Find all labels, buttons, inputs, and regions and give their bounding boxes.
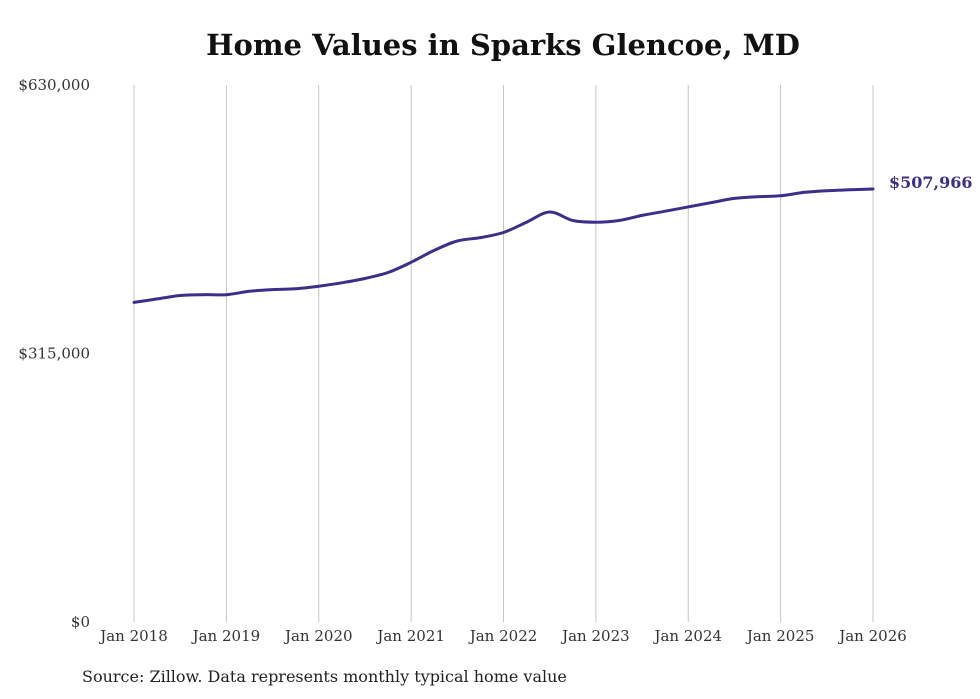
x-tick-label: Jan 2024 [652, 627, 722, 645]
x-axis-ticks: Jan 2018 Jan 2019 Jan 2020 Jan 2021 Jan 2022… [98, 627, 907, 645]
source-note: Source: Zillow. Data represents monthly … [82, 667, 567, 686]
x-tick-label: Jan 2022 [468, 627, 538, 645]
x-tick-label: Jan 2020 [283, 627, 353, 645]
vertical-gridlines [133, 85, 874, 622]
x-tick-label: Jan 2018 [98, 627, 168, 645]
x-tick-label: Jan 2021 [375, 627, 445, 645]
latest-value-label: $507,966 [889, 173, 973, 192]
y-axis-ticks: $0 $315,000 $630,000 [18, 76, 90, 631]
x-tick-label: Jan 2026 [837, 627, 907, 645]
home-value-line [132, 187, 875, 304]
x-tick-label: Jan 2023 [560, 627, 630, 645]
x-tick-label: Jan 2019 [191, 627, 261, 645]
chart-title: Home Values in Sparks Glencoe, MD [206, 28, 800, 62]
y-tick-label: $630,000 [18, 76, 90, 94]
y-tick-label: $0 [71, 613, 90, 631]
x-tick-label: Jan 2025 [745, 627, 815, 645]
y-tick-label: $315,000 [18, 345, 90, 363]
